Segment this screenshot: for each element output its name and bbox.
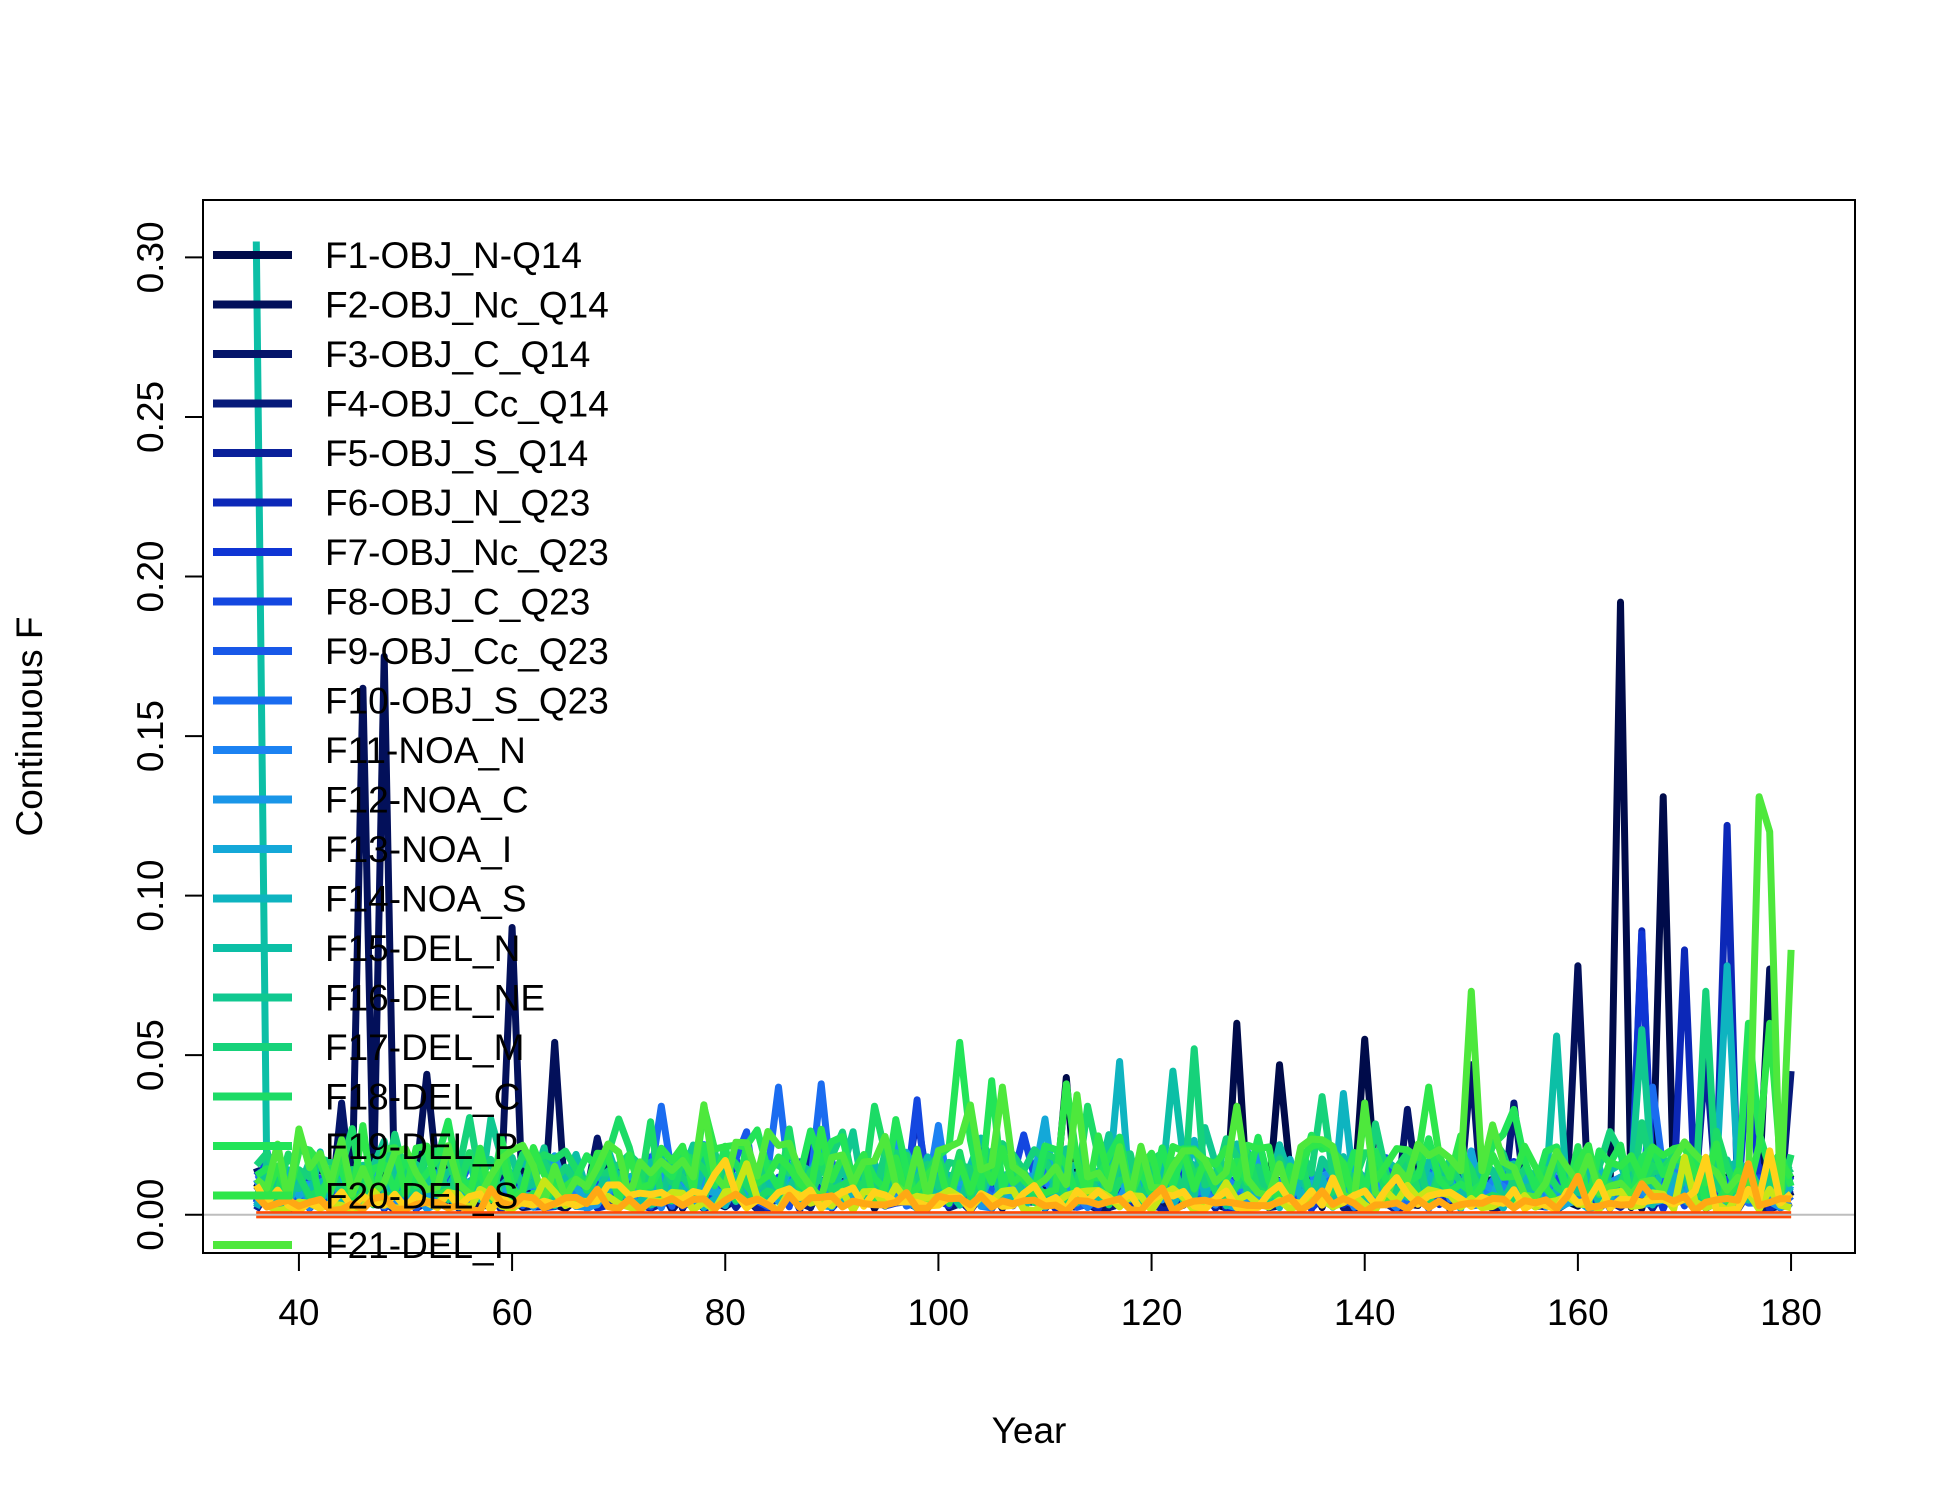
y-tick-label: 0.00: [130, 1179, 171, 1251]
x-tick-label: 40: [278, 1292, 319, 1333]
x-axis: 40 60 80 100 120 140 160 180: [278, 1252, 1822, 1333]
x-tick-label: 120: [1121, 1292, 1183, 1333]
x-tick-label: 100: [908, 1292, 970, 1333]
y-tick-label: 0.10: [130, 860, 171, 932]
legend-label: F19-DEL_P: [325, 1126, 518, 1167]
legend-label: F21-DEL_I: [325, 1225, 504, 1266]
legend-label: F1-OBJ_N-Q14: [325, 235, 582, 276]
y-tick-label: 0.15: [130, 700, 171, 772]
x-tick-label: 80: [705, 1292, 746, 1333]
legend-label: F16-DEL_NE: [325, 978, 545, 1019]
series-line-24: [253, 1160, 1792, 1216]
y-axis-title: Continuous F: [9, 616, 50, 836]
legend-label: F15-DEL_N: [325, 928, 520, 969]
legend-label: F10-OBJ_S_Q23: [325, 681, 609, 722]
legend-label: F18-DEL_C: [325, 1077, 520, 1118]
legend-label: F14-NOA_S: [325, 879, 527, 920]
legend-label: F12-NOA_C: [325, 780, 529, 821]
y-axis: 0.00 0.05 0.10 0.15 0.20 0.25 0.30: [130, 221, 204, 1251]
x-tick-label: 60: [492, 1292, 533, 1333]
legend-label: F6-OBJ_N_Q23: [325, 483, 590, 524]
legend-label: F7-OBJ_Nc_Q23: [325, 532, 609, 573]
x-tick-label: 140: [1334, 1292, 1396, 1333]
legend-label: F3-OBJ_C_Q14: [325, 334, 590, 375]
y-tick-label: 0.25: [130, 381, 171, 453]
x-axis-title: Year: [992, 1410, 1067, 1451]
y-tick-label: 0.20: [130, 541, 171, 613]
legend-label: F13-NOA_I: [325, 829, 512, 870]
series-line-21: [254, 793, 1795, 1207]
legend-label: F2-OBJ_Nc_Q14: [325, 285, 609, 326]
y-tick-label: 0.05: [130, 1019, 171, 1091]
legend-label: F9-OBJ_Cc_Q23: [325, 631, 609, 672]
legend-label: F5-OBJ_S_Q14: [325, 433, 588, 474]
legend-label: F8-OBJ_C_Q23: [325, 582, 590, 623]
legend-label: F4-OBJ_Cc_Q14: [325, 384, 609, 425]
legend-label: F17-DEL_M: [325, 1027, 524, 1068]
x-tick-label: 160: [1547, 1292, 1609, 1333]
legend: F1-OBJ_N-Q14 F2-OBJ_Nc_Q14 F3-OBJ_C_Q14 F4-…: [213, 235, 609, 1266]
legend-label: F20-DEL_S: [325, 1176, 518, 1217]
x-tick-label: 180: [1760, 1292, 1822, 1333]
y-tick-label: 0.30: [130, 221, 171, 293]
legend-label: F11-NOA_N: [325, 730, 526, 771]
